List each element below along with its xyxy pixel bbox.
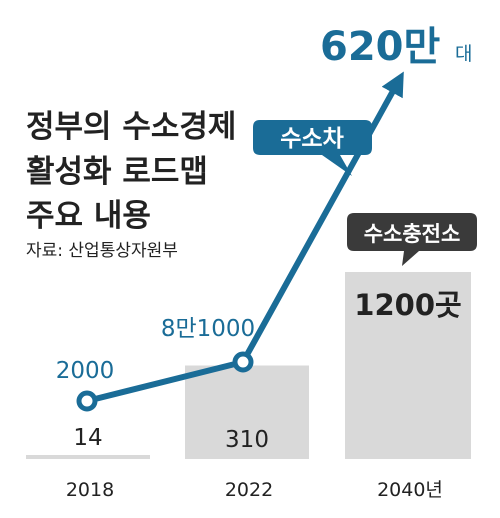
chart-source: 자료: 산업통상자원부 <box>26 241 178 261</box>
line-label-2018: 2000 <box>56 358 115 384</box>
callout-charging-station-label: 수소충전소 <box>364 222 461 246</box>
bar-2040년 <box>345 272 471 459</box>
bar-label-2018: 14 <box>73 425 102 451</box>
x-tick-2022: 2022 <box>225 479 273 501</box>
bar-2022 <box>185 365 309 459</box>
x-tick-2040년: 2040년 <box>377 479 443 501</box>
line-label-2040-unit: 대 <box>455 43 472 65</box>
bar-label-2022: 310 <box>225 427 269 453</box>
callout-hydrogen-car-bubble <box>253 120 372 176</box>
callout-charging-station-bubble <box>347 213 477 266</box>
bar-series: 14 310 1200곳 <box>26 272 471 459</box>
point-2018 <box>76 390 98 412</box>
line-label-2022: 8만1000 <box>161 316 255 342</box>
x-tick-2018: 2018 <box>66 479 114 501</box>
chart-title-line-2: 활성화 로드맵 <box>26 154 208 190</box>
chart-title-line-3: 주요 내용 <box>26 198 151 234</box>
bar-2018 <box>26 455 150 459</box>
chart-title-line-1: 정부의 수소경제 <box>26 109 236 145</box>
callout-hydrogen-car-label: 수소차 <box>280 126 343 152</box>
bar-label-2040년: 1200곳 <box>354 288 461 322</box>
point-2022 <box>232 351 254 373</box>
line-label-2040: 620만 <box>320 24 440 70</box>
line-series: 2000 8만1000 620만 대 <box>56 24 472 412</box>
x-axis-ticks: 2018 2022 2040년 <box>66 479 443 501</box>
